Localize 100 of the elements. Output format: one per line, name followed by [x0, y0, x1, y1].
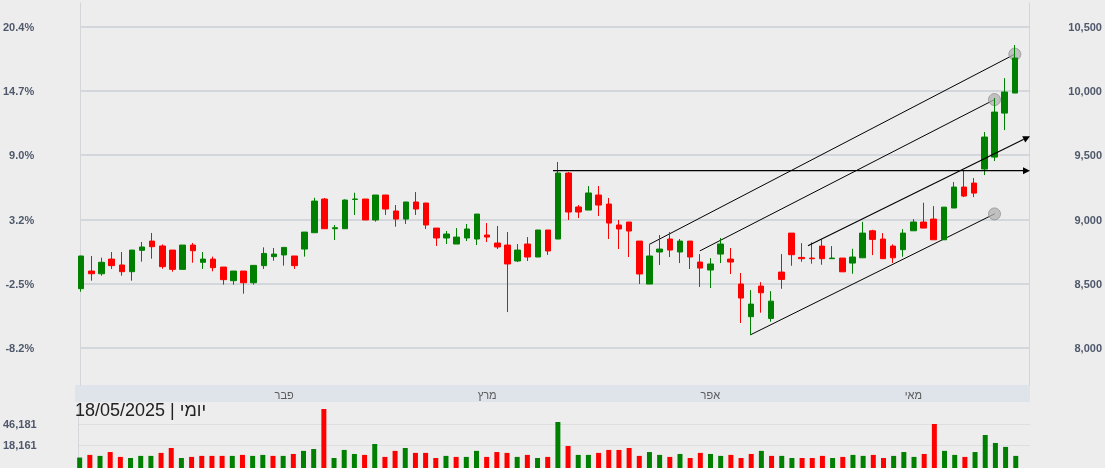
y-tick-label: 14.7% — [2, 84, 35, 97]
candlestick — [677, 238, 683, 264]
candlestick — [464, 223, 470, 242]
candlestick — [281, 246, 287, 267]
y2-tick-label: 9,000 — [1074, 213, 1102, 226]
candlestick — [362, 198, 369, 221]
candlestick — [403, 201, 409, 225]
candlestick — [626, 221, 632, 258]
y-tick-label: -2.5% — [5, 277, 35, 290]
y-tick-label: 3.2% — [9, 213, 35, 226]
candlestick — [474, 213, 480, 246]
x-tick-label: פבר — [274, 388, 295, 401]
candlestick — [930, 205, 937, 241]
candlestick — [271, 247, 277, 262]
candlestick — [606, 197, 612, 240]
point — [988, 207, 1001, 221]
candlestick — [129, 249, 135, 282]
candlestick — [524, 236, 531, 262]
candlestick — [697, 253, 703, 288]
candlestick — [261, 246, 267, 270]
candlestick — [413, 191, 419, 216]
y-tick-label: 20.4% — [2, 20, 35, 33]
candlestick — [504, 231, 511, 313]
candlestick — [190, 242, 196, 264]
candlestick — [453, 227, 460, 245]
candlestick — [210, 256, 216, 272]
candlestick — [819, 238, 825, 266]
candlestick — [88, 255, 95, 282]
candlestick — [971, 177, 977, 198]
candlestick — [798, 242, 805, 263]
candlestick — [595, 185, 602, 217]
candlestick — [352, 192, 358, 216]
candlestick — [240, 270, 247, 295]
candlestick — [991, 97, 998, 162]
candlestick — [423, 202, 429, 230]
candlestick — [301, 231, 308, 258]
point — [988, 93, 1001, 107]
y-tick-label: 9.0% — [9, 148, 35, 161]
candlestick — [382, 194, 389, 216]
candlestick — [545, 229, 551, 256]
candlestick — [961, 170, 967, 198]
candlestick — [809, 241, 815, 265]
candlestick — [555, 161, 561, 240]
candlestick — [443, 230, 450, 245]
candlestick — [768, 290, 774, 323]
candlestick — [910, 218, 917, 232]
y-tick-label: -8.2% — [5, 341, 35, 354]
candlestick — [159, 243, 166, 270]
candlestick — [829, 245, 835, 260]
candlestick — [900, 228, 906, 258]
candlestick — [494, 225, 501, 250]
candlestick — [119, 251, 125, 277]
candlestick — [575, 204, 582, 219]
candlestick — [179, 244, 186, 270]
candlestick — [1001, 77, 1008, 131]
candlestick — [78, 255, 84, 293]
candlestick — [108, 251, 115, 270]
candlestick — [748, 289, 754, 336]
candlestick — [230, 270, 237, 286]
candlestick — [788, 232, 795, 267]
candlestick — [169, 249, 176, 273]
candlestick — [636, 240, 643, 285]
candlestick — [220, 266, 227, 286]
candlestick — [139, 241, 145, 263]
candlestick — [981, 131, 988, 176]
candlestick — [778, 253, 785, 290]
candlestick — [311, 197, 318, 234]
y2-tick-label: 10,000 — [1068, 85, 1102, 98]
candlestick — [869, 229, 876, 256]
y2-tick-label: 9,500 — [1074, 149, 1102, 162]
candlestick — [758, 281, 764, 314]
candlestick — [687, 240, 693, 270]
candlestick — [667, 231, 673, 258]
candlestick — [342, 198, 348, 230]
candlestick — [951, 181, 957, 209]
candlestick — [291, 255, 298, 270]
y-tick-label: 46,181 — [2, 417, 37, 430]
candlestick — [616, 219, 622, 250]
candlestick — [646, 244, 653, 285]
x-tick-label: אפר — [700, 388, 721, 401]
candlestick — [738, 272, 744, 324]
candlestick — [393, 204, 399, 228]
candlestick — [332, 224, 338, 241]
y2-tick-label: 10,500 — [1068, 20, 1102, 33]
candlestick — [849, 248, 856, 275]
y-tick-label: 18,161 — [2, 439, 37, 452]
candlestick — [433, 227, 440, 247]
candlestick — [727, 247, 734, 275]
candlestick — [535, 229, 541, 258]
candlestick — [1012, 44, 1018, 94]
y2-tick-label: 8,500 — [1074, 278, 1102, 291]
candlestick — [149, 232, 155, 260]
candlestick — [941, 206, 947, 241]
candlestick — [585, 185, 592, 211]
x-tick-label: מאי — [904, 388, 922, 401]
candlestick — [514, 243, 521, 263]
candlestick — [656, 234, 663, 266]
candlestick — [200, 251, 206, 270]
candlestick — [707, 257, 714, 289]
candlestick — [880, 232, 886, 260]
